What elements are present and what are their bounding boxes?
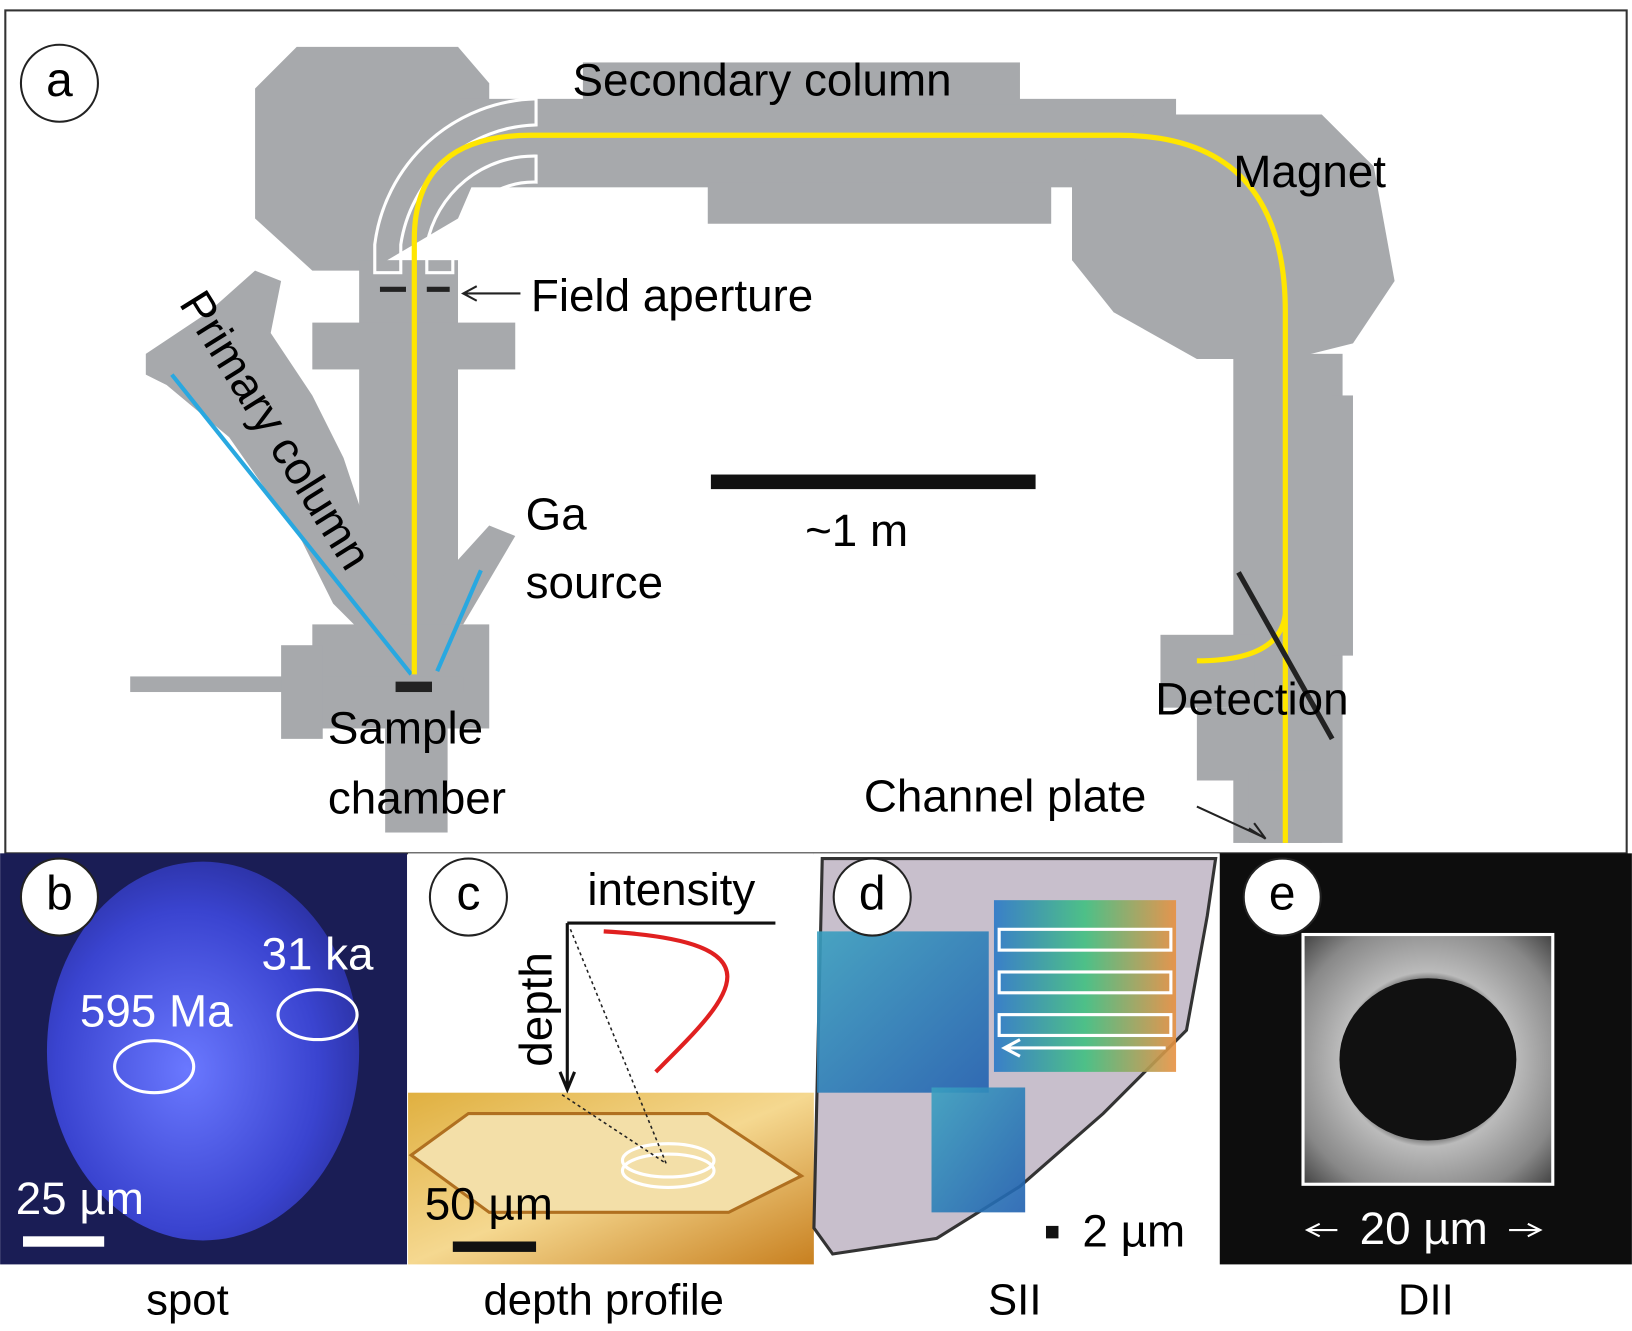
label: source bbox=[526, 557, 663, 608]
panel-label: d bbox=[859, 868, 886, 921]
panel-label: a bbox=[46, 54, 73, 107]
label: Secondary column bbox=[572, 54, 951, 105]
caption: SII bbox=[988, 1275, 1041, 1324]
figure: a Secondary column Magnet Field aperture… bbox=[0, 0, 1632, 1331]
scale-bar bbox=[711, 475, 1036, 490]
panel-a: a Secondary column Magnet Field aperture… bbox=[5, 10, 1626, 853]
scale-bar bbox=[453, 1242, 536, 1252]
scale-bar bbox=[1046, 1226, 1058, 1238]
caption: DII bbox=[1398, 1275, 1454, 1324]
label: Field aperture bbox=[531, 270, 813, 321]
spot bbox=[1339, 978, 1516, 1140]
scale-label: 20 µm bbox=[1360, 1203, 1488, 1254]
scale-label: 2 µm bbox=[1082, 1205, 1185, 1256]
label: Sample bbox=[328, 703, 483, 754]
panel-label: e bbox=[1269, 868, 1296, 921]
panel-e: 20 µm e DII bbox=[1220, 853, 1632, 1324]
caption: depth profile bbox=[483, 1275, 723, 1324]
page: {"panel_a":{"label":"a","secondary_colum… bbox=[0, 0, 1632, 1331]
label: Detection bbox=[1155, 674, 1348, 725]
panel-c: intensity depth 50 µm c depth profile bbox=[408, 853, 814, 1324]
age-label: 595 Ma bbox=[80, 986, 233, 1037]
label: Magnet bbox=[1233, 146, 1386, 197]
map-tile bbox=[817, 931, 989, 1092]
label: Channel plate bbox=[864, 770, 1146, 821]
panel-b: 31 ka 595 Ma 25 µm b spot bbox=[0, 853, 407, 1324]
sample bbox=[396, 682, 432, 692]
map-tile bbox=[932, 1087, 1026, 1212]
scale-label: 25 µm bbox=[16, 1173, 144, 1224]
axis-label: intensity bbox=[587, 864, 755, 915]
panel-label: c bbox=[456, 868, 480, 921]
panel-label: b bbox=[46, 868, 73, 921]
label: ~1 m bbox=[805, 505, 908, 556]
caption: spot bbox=[146, 1275, 229, 1324]
label: chamber bbox=[328, 772, 506, 823]
age-label: 31 ka bbox=[262, 928, 375, 979]
panel-d: 2 µm d SII bbox=[814, 853, 1220, 1324]
map-tile bbox=[994, 900, 1176, 1072]
label: Ga bbox=[526, 488, 588, 539]
axis-label: depth bbox=[510, 952, 561, 1067]
scale-bar bbox=[23, 1236, 104, 1246]
scale-label: 50 µm bbox=[425, 1178, 553, 1229]
